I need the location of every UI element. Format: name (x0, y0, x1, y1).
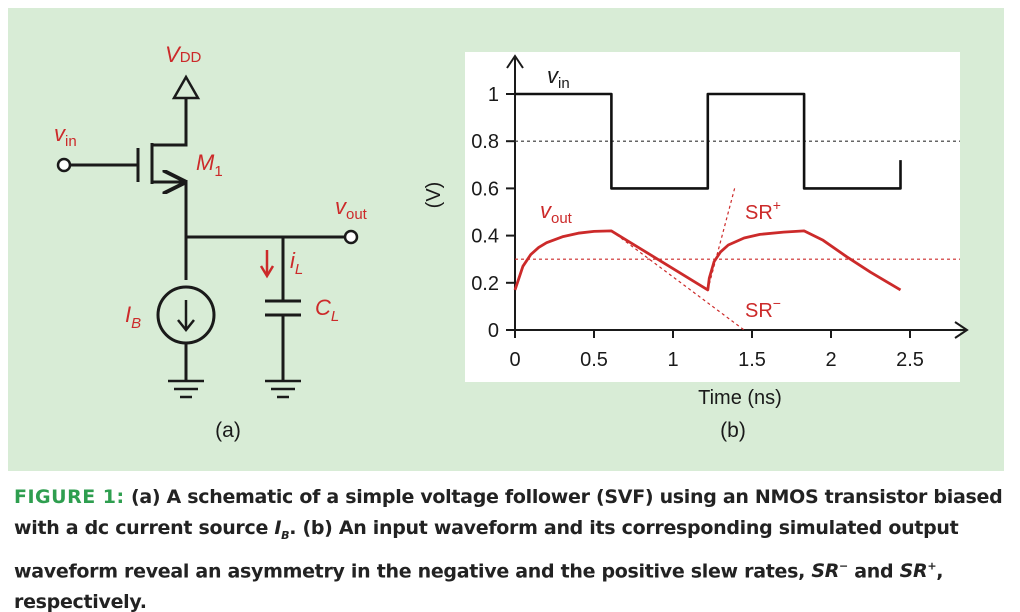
vout-waveform (513, 229, 902, 292)
caption-text-1: (a) A schematic of a simple voltage foll… (14, 486, 1003, 539)
x-tick-label: 2.5 (896, 349, 924, 371)
panel-a-label: (a) (215, 419, 241, 442)
schematic-labels: VDD vin M1 vout iL IB CL (54, 42, 368, 332)
x-tick-label: 2 (825, 349, 836, 371)
figure-caption: FIGURE 1: (a) A schematic of a simple vo… (14, 482, 1009, 612)
caption-sr-minus: SR− (811, 559, 848, 583)
sr-plus-label: SR+ (745, 197, 781, 224)
vin-waveform (515, 92, 902, 190)
x-tick-label: 0.5 (580, 349, 608, 371)
y-tick-label: 0.2 (471, 273, 499, 295)
series-lines (513, 92, 902, 292)
caption-ib: IB (274, 517, 290, 542)
il-arrow (259, 250, 275, 279)
x-ticks: 0 0.5 1 1.5 2 2.5 (509, 330, 924, 371)
x-tick-label: 0 (509, 349, 520, 371)
ib-label: IB (125, 302, 141, 332)
m1-label: M1 (196, 150, 223, 180)
vout-series-label: vout (540, 198, 573, 227)
vin-series-label: vin (547, 63, 570, 92)
drain-wire (152, 98, 188, 147)
y-axis-arrowhead (506, 54, 524, 69)
x-tick-label: 1 (667, 349, 678, 371)
slew-rate-tangent-line (611, 230, 745, 331)
il-label: iL (290, 248, 303, 278)
sr-minus-label: SR− (745, 295, 781, 322)
x-axis-label: Time (ns) (698, 387, 782, 409)
vdd-label: VDD (165, 42, 202, 67)
cl-label: CL (315, 295, 339, 325)
panel-b-label: (b) (720, 419, 746, 442)
caption-text-3: and (847, 560, 900, 583)
y-ticks: 0 0.2 0.4 0.6 0.8 1 (471, 84, 515, 342)
y-tick-label: 0.8 (471, 131, 499, 153)
x-axis-arrowhead (954, 321, 969, 339)
plot-area (465, 52, 960, 382)
y-tick-label: 0.6 (471, 178, 499, 200)
vin-label: vin (54, 121, 77, 150)
schematic (56, 74, 359, 399)
figure-drawing: VDD vin M1 vout iL IB CL (a) 00.20.40.60… (54, 42, 969, 442)
slew-rate-tangent-line (707, 188, 736, 291)
vin-terminal (56, 157, 72, 173)
ground-symbol (265, 379, 301, 399)
waveform-plot: 0 0.2 0.4 0.6 0.8 1 0 0.5 1 1.5 2 2.5 (V) Time (ns… (423, 54, 969, 409)
y-tick-label: 0.4 (471, 226, 499, 248)
ground-symbol (168, 379, 204, 399)
reference-lines (515, 140, 960, 331)
x-tick-label: 1.5 (738, 349, 766, 371)
caption-text-2: . (b) An input waveform and its correspo… (14, 517, 959, 583)
vout-terminal (343, 229, 359, 245)
vdd-symbol (171, 74, 201, 100)
caption-sr-plus: SR+ (899, 559, 937, 583)
y-axis-label: (V) (423, 182, 445, 209)
vout-label: vout (335, 194, 368, 223)
y-tick-label: 1 (488, 84, 499, 106)
caption-label: FIGURE 1: (14, 486, 125, 508)
caption-text-4: , respectively. (14, 560, 944, 612)
y-tick-label: 0 (488, 320, 499, 342)
